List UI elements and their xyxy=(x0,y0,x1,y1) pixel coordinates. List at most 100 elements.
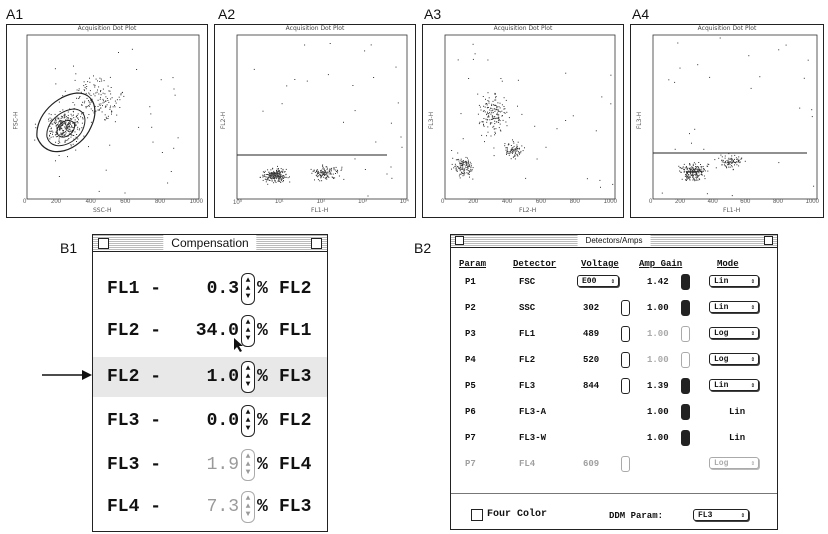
zoom-box-icon[interactable] xyxy=(764,236,773,245)
scatter-dot xyxy=(62,132,64,134)
scatter-dot xyxy=(57,122,59,124)
comp-stepper[interactable]: ▲ ▲ ▼ xyxy=(241,361,255,393)
scatter-dot xyxy=(93,93,95,95)
scatter-dot xyxy=(731,155,733,157)
amp-gain-stepper[interactable] xyxy=(681,430,690,446)
voltage-stepper[interactable] xyxy=(621,378,630,394)
x-tick-label: 1000 xyxy=(603,199,617,205)
scatter-dot xyxy=(167,182,169,184)
scatter-dot xyxy=(492,126,494,128)
scatter-dot xyxy=(343,178,345,180)
comp-stepper[interactable]: ▲ ▲ ▼ xyxy=(241,273,255,305)
scatter-dot xyxy=(391,177,393,179)
title-bar[interactable]: Compensation xyxy=(93,235,327,252)
scatter-dot xyxy=(74,122,76,124)
scatter-dot xyxy=(701,168,703,170)
scatter-dot xyxy=(62,124,64,126)
up-arrow-icon[interactable]: ▲ xyxy=(245,416,251,425)
up-arrow-icon[interactable]: ▲ xyxy=(245,276,251,285)
scatter-dot xyxy=(170,171,172,172)
scatter-dot xyxy=(463,174,465,176)
scatter-dot xyxy=(694,180,696,182)
amp-gain-stepper[interactable] xyxy=(681,300,690,316)
scatter-dot xyxy=(785,44,787,46)
mode-select[interactable]: Lin ⇕ xyxy=(709,379,759,391)
up-arrow-icon[interactable]: ▲ xyxy=(245,372,251,381)
voltage-stepper[interactable] xyxy=(621,300,630,316)
scatter-dot xyxy=(81,122,83,124)
scatter-dot xyxy=(483,125,485,127)
scatter-dot xyxy=(499,111,501,113)
scatter-dot xyxy=(116,114,118,116)
scatter-dot xyxy=(51,127,52,129)
amp-gain-stepper[interactable] xyxy=(681,274,690,290)
up-arrow-icon[interactable]: ▲ xyxy=(245,318,251,327)
scatter-dot xyxy=(108,101,110,103)
up-arrow-icon[interactable]: ▲ xyxy=(245,408,251,417)
scatter-dot xyxy=(334,177,336,179)
mode-select[interactable]: Log ⇕ xyxy=(709,353,759,365)
amp-gain-stepper[interactable] xyxy=(681,378,690,394)
scatter-dot xyxy=(49,125,51,127)
scatter-dot xyxy=(78,119,79,121)
down-arrow-icon[interactable]: ▼ xyxy=(245,424,251,433)
x-ticks: 0 200 400 600 800 1000 xyxy=(23,199,203,205)
scatter-dot xyxy=(734,154,736,156)
down-arrow-icon[interactable]: ▼ xyxy=(245,334,251,343)
comp-stepper[interactable]: ▲ ▲ ▼ xyxy=(241,405,255,437)
voltage-stepper[interactable] xyxy=(621,326,630,342)
up-arrow-icon[interactable]: ▲ xyxy=(245,364,251,373)
scatter-dot xyxy=(89,103,91,105)
scatter-dot xyxy=(486,113,488,115)
up-arrow-icon[interactable]: ▲ xyxy=(245,326,251,335)
scatter-dot xyxy=(317,179,319,181)
scatter-dot xyxy=(273,176,275,178)
ddm-param-select[interactable]: FL3 ⇕ xyxy=(693,509,749,521)
scatter-dot xyxy=(55,125,57,127)
mode-select[interactable]: Lin ⇕ xyxy=(709,301,759,313)
scatter-dot xyxy=(71,118,73,120)
scatter-dot xyxy=(329,171,331,173)
scatter-dot xyxy=(55,136,57,138)
scatter-dot xyxy=(468,78,470,79)
zoom-box-icon[interactable] xyxy=(311,238,322,249)
y-axis-label: FL3-H xyxy=(428,111,436,130)
scatter-dot xyxy=(494,99,496,101)
title-bar[interactable]: Detectors/Amps xyxy=(451,235,777,248)
amp-gain-stepper[interactable] xyxy=(681,404,690,420)
scatter-dot xyxy=(512,141,514,143)
mode-select[interactable]: Log ⇕ xyxy=(709,327,759,339)
up-arrow-icon[interactable]: ▲ xyxy=(245,284,251,293)
plot-title: Acquisition Dot Plot xyxy=(697,25,757,32)
scatter-dot xyxy=(685,174,686,176)
scatter-dot xyxy=(514,154,516,156)
scatter-dot xyxy=(496,114,498,116)
scatter-dot xyxy=(454,165,456,167)
down-arrow-icon[interactable]: ▼ xyxy=(245,292,251,301)
scatter-dot xyxy=(75,124,77,126)
scatter-dot xyxy=(70,130,72,132)
scatter-dot xyxy=(104,119,106,121)
close-box-icon[interactable] xyxy=(98,238,109,249)
scatter-dot xyxy=(49,134,51,136)
scatter-dot xyxy=(695,172,697,174)
scatter-dot xyxy=(720,154,722,156)
voltage-stepper[interactable] xyxy=(621,352,630,368)
scatter-dot xyxy=(100,97,101,99)
x-tick-label: 800 xyxy=(772,199,783,205)
scatter-dot xyxy=(693,171,695,173)
comp-stepper[interactable]: ▲ ▲ ▼ xyxy=(241,315,255,347)
scatter-dot xyxy=(699,168,701,170)
mode-select[interactable]: Lin ⇕ xyxy=(709,275,759,287)
scatter-dot xyxy=(105,116,107,118)
scatter-dot xyxy=(375,141,377,143)
scatter-dot xyxy=(697,175,699,177)
voltage-select[interactable]: E00 ⇕ xyxy=(577,275,619,287)
scatter-dot xyxy=(101,80,103,82)
scatter-dot xyxy=(271,180,273,182)
x-tick-label: 800 xyxy=(569,199,580,205)
down-arrow-icon[interactable]: ▼ xyxy=(245,380,251,389)
scatter-dot xyxy=(63,126,65,128)
four-color-checkbox[interactable] xyxy=(471,509,483,521)
close-box-icon[interactable] xyxy=(455,236,464,245)
